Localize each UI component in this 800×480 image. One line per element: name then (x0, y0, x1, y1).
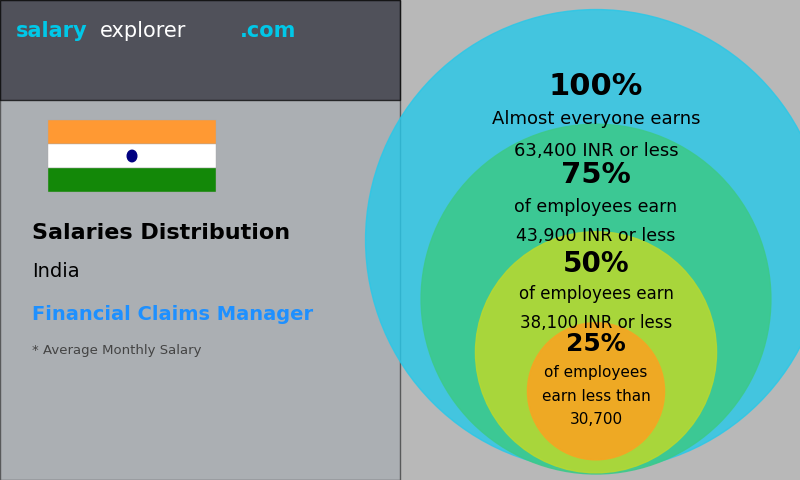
Circle shape (127, 150, 137, 162)
Text: 25%: 25% (566, 332, 626, 356)
FancyBboxPatch shape (0, 0, 400, 480)
Text: earn less than: earn less than (542, 388, 650, 404)
Circle shape (366, 10, 800, 470)
Text: 30,700: 30,700 (570, 412, 622, 427)
Text: 50%: 50% (562, 250, 630, 277)
Text: Salaries Distribution: Salaries Distribution (32, 223, 290, 243)
Bar (48, 168, 216, 192)
Text: India: India (32, 262, 80, 281)
Text: salary: salary (16, 21, 88, 41)
Text: explorer: explorer (100, 21, 186, 41)
FancyBboxPatch shape (0, 0, 400, 100)
Text: 100%: 100% (549, 72, 643, 101)
Text: Financial Claims Manager: Financial Claims Manager (32, 305, 313, 324)
Circle shape (527, 323, 665, 460)
Text: .com: .com (240, 21, 296, 41)
Text: Almost everyone earns: Almost everyone earns (492, 110, 700, 129)
Bar (48, 144, 216, 168)
Circle shape (421, 124, 771, 474)
Circle shape (475, 232, 717, 473)
Text: of employees: of employees (544, 365, 648, 380)
Text: of employees earn: of employees earn (518, 286, 674, 303)
Text: 75%: 75% (561, 161, 631, 189)
Text: * Average Monthly Salary: * Average Monthly Salary (32, 344, 202, 357)
Bar (48, 120, 216, 144)
Text: 43,900 INR or less: 43,900 INR or less (516, 228, 676, 245)
Text: 63,400 INR or less: 63,400 INR or less (514, 143, 678, 160)
Text: 38,100 INR or less: 38,100 INR or less (520, 314, 672, 332)
Text: of employees earn: of employees earn (514, 198, 678, 216)
